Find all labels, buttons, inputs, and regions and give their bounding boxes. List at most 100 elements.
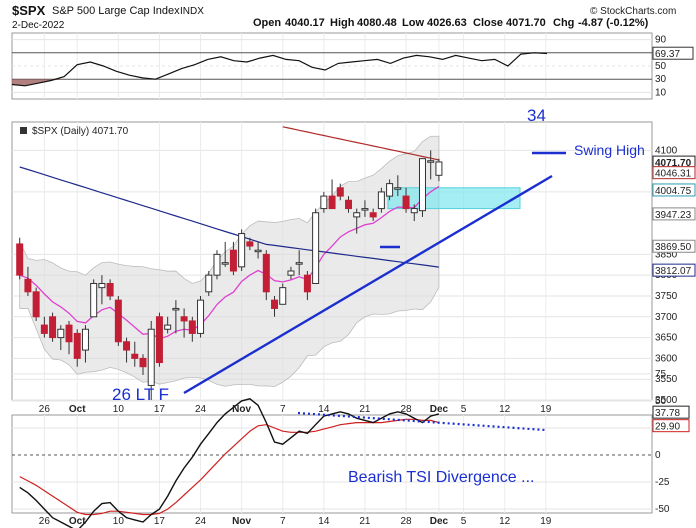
x-axis-label-bottom: 7 — [280, 516, 286, 527]
uptrend-line — [183, 174, 553, 395]
candle-up — [287, 270, 295, 276]
x-axis-label-bottom: 19 — [540, 516, 552, 527]
candle-down — [155, 316, 163, 364]
swing-high-label: Swing High — [574, 142, 645, 158]
price-tick-label: 3750 — [655, 291, 678, 302]
tsi-divergence-label: Bearish TSI Divergence ... — [348, 469, 534, 486]
rsi-value-tag-label: 69.37 — [655, 49, 680, 60]
copyright-label: © StockCharts.com — [590, 6, 676, 17]
price-value-tag — [652, 166, 696, 180]
candle-down — [328, 195, 336, 210]
candle-up — [254, 249, 262, 253]
tsi-tick-label: 50 — [655, 396, 667, 407]
x-axis-label: Oct — [69, 404, 86, 415]
candle-down — [188, 320, 196, 334]
axis-layer: 4100400038503800375037003650360035503500… — [39, 35, 696, 527]
candle-up — [418, 158, 426, 212]
candle-down — [114, 299, 122, 343]
candle-up — [147, 328, 155, 386]
candle-up — [221, 262, 229, 265]
candle-up — [312, 212, 320, 284]
candle-up — [197, 299, 205, 334]
price-value-tag — [652, 207, 696, 221]
candle-up — [386, 183, 394, 197]
rsi-oversold-fill — [12, 79, 547, 86]
x-axis-label: 7 — [280, 404, 286, 415]
price-value-tag-label: 3812.07 — [655, 266, 692, 277]
legend-swatch — [20, 127, 27, 134]
ma-long-line — [19, 166, 439, 268]
tsi-line — [19, 398, 440, 528]
x-axis-label-bottom: 10 — [113, 516, 125, 527]
x-axis-label: 14 — [318, 404, 330, 415]
candle-down — [229, 249, 237, 272]
candle-down — [246, 241, 254, 247]
candle-down — [49, 316, 57, 339]
index-name: S&P 500 Large Cap Index — [52, 5, 180, 17]
price-value-tag-label: 4004.75 — [655, 186, 692, 197]
candle-up — [320, 195, 328, 210]
low-label: Low — [402, 17, 424, 29]
open-label: Open — [253, 17, 281, 29]
candle-down — [106, 282, 114, 297]
wave-34-label: 34 — [527, 106, 546, 125]
candle-down — [40, 324, 48, 334]
x-axis-label-bottom: 12 — [499, 516, 511, 527]
tsi-tick-label: 75 — [655, 369, 667, 380]
price-value-tag — [652, 263, 696, 277]
price-tick-label: 3600 — [655, 353, 678, 364]
x-axis-label-bottom: Dec — [430, 516, 449, 527]
x-axis-label: 28 — [400, 404, 412, 415]
candle-down — [24, 278, 32, 293]
tsi-tick-label: -50 — [655, 504, 670, 515]
rsi-value-tag — [652, 46, 694, 60]
lt-wave-label: 26 LT F — [112, 385, 169, 404]
candle-up — [90, 282, 98, 318]
tsi-value-tag-label: 29.90 — [655, 422, 680, 433]
rsi-tick-label: 30 — [655, 74, 667, 85]
price-value-tag-label: 3947.23 — [655, 210, 692, 221]
open-value: 4040.17 — [285, 17, 325, 29]
rsi-tick-label: 90 — [655, 35, 667, 46]
chg-value: -4.87 (-0.12%) — [578, 17, 649, 29]
candle-up — [213, 253, 221, 276]
chg-label: Chg — [553, 17, 574, 29]
x-axis-label-bottom: Oct — [69, 516, 86, 527]
candle-down — [271, 299, 279, 309]
candle-down — [139, 357, 147, 368]
candle-down — [16, 243, 24, 276]
price-value-tag-label: 3869.50 — [655, 242, 692, 253]
ohlc-summary: Open 4040.17 High 4080.48 Low 4026.63 Cl… — [253, 17, 649, 29]
x-axis-label-bottom: 28 — [400, 516, 412, 527]
candle-down — [65, 324, 73, 343]
candle-up — [238, 233, 246, 268]
candle-down — [262, 253, 270, 293]
candle-down — [32, 291, 40, 318]
tsi-panel-frame — [11, 414, 653, 514]
price-tick-label: 3850 — [655, 249, 678, 260]
candle-up — [205, 274, 213, 293]
price-tick-label: 3650 — [655, 333, 678, 344]
candle-up — [98, 282, 106, 289]
x-axis-label-bottom: 26 — [39, 516, 51, 527]
price-legend-text: $SPX (Daily) 4071.70 — [32, 126, 129, 137]
x-axis-label: 17 — [154, 404, 166, 415]
candle-down — [180, 316, 188, 322]
symbol-title: $SPX — [12, 3, 46, 18]
x-axis-label-bottom: 5 — [461, 516, 467, 527]
x-axis-label: 26 — [39, 404, 51, 415]
candle-up — [57, 328, 65, 339]
rsi-tick-label: 50 — [655, 61, 667, 72]
candle-up — [410, 208, 418, 214]
x-axis-label: Nov — [232, 404, 251, 415]
price-value-tag-label: 4071.70 — [655, 158, 692, 169]
price-tick-label: 3550 — [655, 374, 678, 385]
candle-up — [172, 307, 180, 311]
candle-down — [131, 353, 139, 359]
price-tick-label: 3700 — [655, 312, 678, 323]
tsi-tick-label: 0 — [655, 450, 661, 461]
x-axis-label: 24 — [195, 404, 207, 415]
tsi-tick-label: -25 — [655, 477, 670, 488]
ma-mid-line — [282, 126, 440, 161]
